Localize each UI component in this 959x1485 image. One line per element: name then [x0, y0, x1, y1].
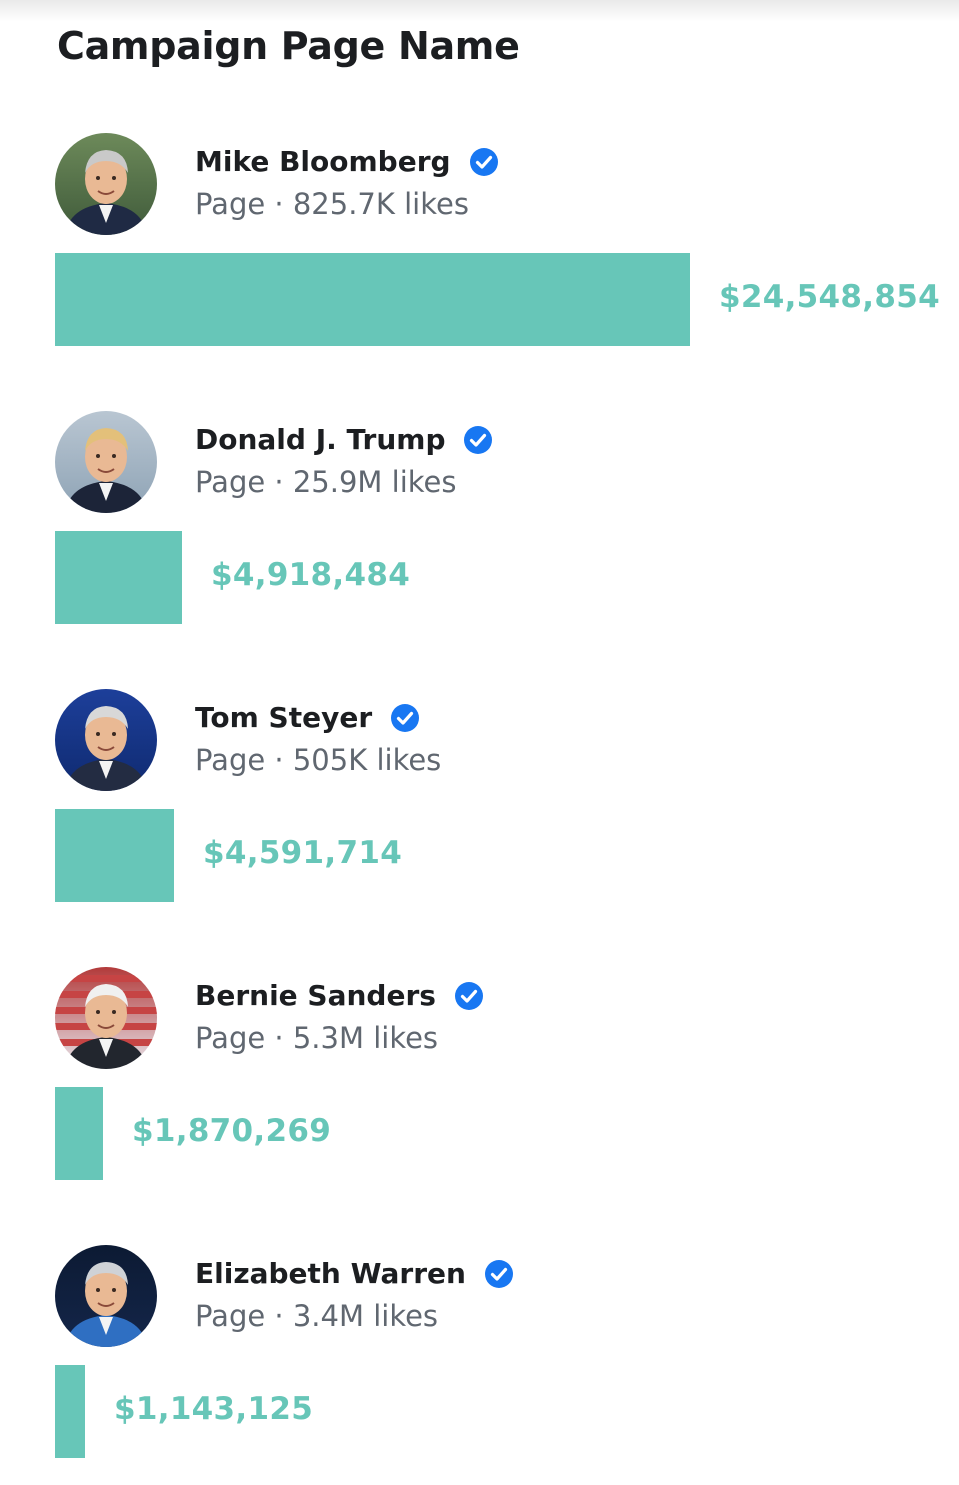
verified-badge-icon	[484, 1259, 514, 1289]
page-name[interactable]: Donald J. Trump	[195, 423, 446, 456]
avatar[interactable]	[55, 1245, 157, 1347]
page-name[interactable]: Bernie Sanders	[195, 979, 436, 1012]
campaign-page-entry: Tom Steyer Page · 505K likes $4,591,714	[0, 689, 959, 919]
page-name[interactable]: Elizabeth Warren	[195, 1257, 466, 1290]
spend-value-label: $1,143,125	[114, 1391, 314, 1427]
spend-bar	[55, 809, 174, 902]
verified-badge-icon	[469, 147, 499, 177]
avatar[interactable]	[55, 133, 157, 235]
campaign-page-entry: Donald J. Trump Page · 25.9M likes $4,918,…	[0, 411, 959, 641]
page-name-row: Donald J. Trump	[195, 423, 493, 456]
page-name-row: Mike Bloomberg	[195, 145, 499, 178]
spend-value-label: $1,870,269	[132, 1113, 332, 1149]
campaign-page-entry: Mike Bloomberg Page · 825.7K likes $24,548…	[0, 133, 959, 363]
spend-value-label: $4,918,484	[211, 557, 411, 593]
page-name-row: Tom Steyer	[195, 701, 420, 734]
verified-badge-icon	[390, 703, 420, 733]
verified-badge-icon	[454, 981, 484, 1011]
page-title: Campaign Page Name	[57, 24, 520, 68]
page-likes: Page · 825.7K likes	[195, 187, 469, 221]
spend-bar	[55, 1365, 85, 1458]
page-name-row: Elizabeth Warren	[195, 1257, 514, 1290]
page-name-row: Bernie Sanders	[195, 979, 484, 1012]
page-name[interactable]: Tom Steyer	[195, 701, 373, 734]
page-likes: Page · 505K likes	[195, 743, 442, 777]
verified-badge-icon	[463, 425, 493, 455]
spend-value-label: $24,548,854	[719, 279, 940, 315]
top-shadow	[0, 0, 959, 22]
avatar[interactable]	[55, 967, 157, 1069]
campaign-page-entry: Bernie Sanders Page · 5.3M likes $1,870,26…	[0, 967, 959, 1197]
avatar[interactable]	[55, 411, 157, 513]
page-likes: Page · 25.9M likes	[195, 465, 457, 499]
spend-bar	[55, 253, 690, 346]
page-name[interactable]: Mike Bloomberg	[195, 145, 451, 178]
avatar[interactable]	[55, 689, 157, 791]
campaign-page-entry: Elizabeth Warren Page · 3.4M likes $1,143,…	[0, 1245, 959, 1475]
spend-bar	[55, 1087, 103, 1180]
spend-value-label: $4,591,714	[203, 835, 403, 871]
page-likes: Page · 3.4M likes	[195, 1299, 439, 1333]
spend-bar	[55, 531, 182, 624]
page-likes: Page · 5.3M likes	[195, 1021, 439, 1055]
